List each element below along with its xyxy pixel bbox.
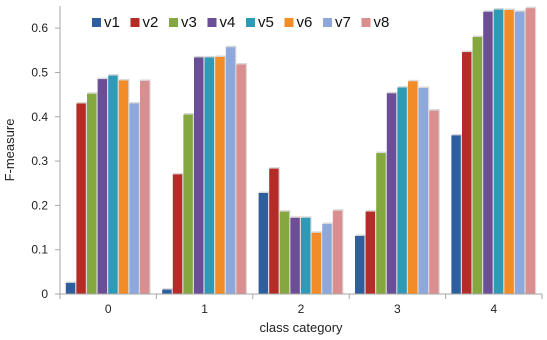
- bar-v5-class-2: [301, 217, 311, 294]
- bar-v1-class-4: [451, 135, 461, 294]
- bar-v4-class-0: [97, 79, 107, 294]
- y-tick-label: 0.6: [31, 21, 48, 35]
- legend-label-v5: v5: [258, 14, 274, 31]
- bar-v2-class-3: [365, 211, 375, 294]
- legend-swatch-v3: [169, 18, 178, 27]
- legend-swatch-v6: [284, 18, 294, 27]
- legend-swatch-v2: [130, 18, 140, 27]
- bar-v7-class-1: [225, 47, 236, 295]
- bar-v1-class-0: [65, 282, 76, 294]
- x-tick-label: 3: [394, 302, 401, 316]
- legend-swatch-v5: [246, 18, 255, 27]
- bar-v7-class-0: [129, 103, 139, 294]
- legend-label-v2: v2: [143, 14, 159, 31]
- y-axis-title: F-measure: [2, 119, 17, 182]
- bar-v8-class-4: [525, 8, 536, 294]
- bar-v6-class-2: [311, 232, 322, 294]
- bar-v6-class-0: [118, 80, 129, 294]
- bar-v8-class-1: [236, 64, 246, 295]
- bar-v8-class-0: [140, 80, 150, 294]
- y-tick-label: 0.3: [31, 154, 48, 168]
- bar-v7-class-2: [322, 223, 332, 294]
- bar-v3-class-2: [279, 211, 290, 294]
- bar-v7-class-4: [515, 11, 525, 294]
- bar-v8-class-2: [332, 210, 343, 294]
- legend-label-v4: v4: [220, 14, 236, 31]
- y-tick-label: 0.5: [31, 65, 48, 79]
- legend-swatch-v8: [361, 18, 371, 27]
- bar-v4-class-1: [193, 57, 204, 294]
- bar-v7-class-3: [418, 87, 429, 294]
- bar-v3-class-4: [472, 37, 482, 295]
- bar-v4-class-2: [290, 217, 300, 294]
- bar-v5-class-0: [108, 75, 118, 294]
- bar-v2-class-1: [172, 174, 183, 294]
- bar-v2-class-0: [76, 103, 86, 294]
- bar-v1-class-2: [258, 192, 268, 294]
- bar-v2-class-2: [269, 168, 279, 294]
- bar-v1-class-3: [354, 235, 365, 294]
- legend-label-v1: v1: [104, 14, 120, 31]
- bar-v3-class-0: [86, 93, 97, 294]
- legend-swatch-v7: [323, 18, 332, 27]
- y-tick-label: 0.2: [31, 198, 48, 212]
- bar-v8-class-3: [429, 110, 439, 294]
- bar-v5-class-1: [204, 57, 215, 294]
- y-tick-label: 0.4: [31, 110, 48, 124]
- x-axis-ticks: 0 1 2 3 4: [59, 294, 543, 316]
- bar-v6-class-1: [215, 56, 225, 295]
- bar-v4-class-3: [386, 93, 397, 294]
- bar-v3-class-1: [183, 114, 193, 294]
- bar-v6-class-3: [408, 81, 418, 294]
- bar-v5-class-3: [397, 87, 407, 294]
- bars: [65, 6, 537, 295]
- bar-v1-class-1: [162, 289, 172, 294]
- bar-v2-class-4: [461, 52, 472, 294]
- legend: v1 v2 v3 v4 v5 v6 v7 v8: [92, 14, 389, 31]
- y-tick-label: 0.1: [31, 243, 48, 257]
- x-tick-label: 0: [105, 302, 112, 316]
- bar-v5-class-4: [493, 9, 504, 294]
- legend-label-v6: v6: [297, 14, 313, 31]
- x-axis-title: class category: [259, 320, 343, 335]
- bar-v6-class-4: [504, 9, 514, 294]
- y-axis-ticks: 0 0.1 0.2 0.3 0.4 0.5 0.6: [31, 21, 60, 301]
- legend-swatch-v4: [207, 18, 217, 27]
- y-tick-label: 0: [41, 287, 48, 301]
- x-tick-label: 4: [490, 302, 497, 316]
- bar-v4-class-4: [483, 11, 493, 294]
- legend-label-v8: v8: [374, 14, 390, 31]
- legend-label-v3: v3: [181, 14, 197, 31]
- x-tick-label: 1: [201, 302, 208, 316]
- legend-swatch-v1: [92, 18, 101, 27]
- bar-v3-class-3: [376, 153, 386, 294]
- x-tick-label: 2: [298, 302, 305, 316]
- legend-label-v7: v7: [335, 14, 351, 31]
